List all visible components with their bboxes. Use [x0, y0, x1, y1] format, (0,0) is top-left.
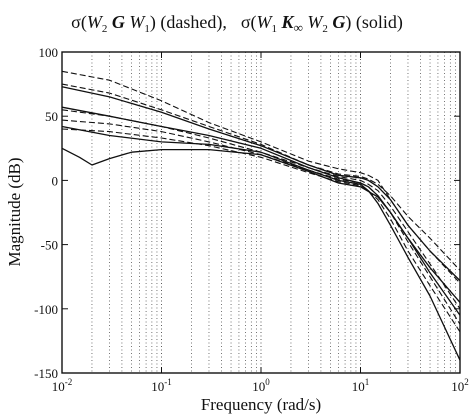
title-w2b: W	[303, 12, 325, 32]
title-w1: W	[129, 12, 146, 32]
dashed-series-line-5	[61, 128, 461, 333]
dashed-series-line-2	[61, 83, 461, 271]
title-g: G	[107, 12, 129, 32]
title-w1-sub: 1	[144, 23, 150, 35]
solid-series-line-6	[61, 86, 461, 282]
y-tick-label: 0	[52, 173, 59, 188]
x-tick-label: 10-2	[52, 377, 73, 394]
solid-series-line-8	[61, 125, 461, 361]
title-dashed-label: (dashed),	[156, 12, 227, 33]
x-tick-label: 102	[451, 377, 469, 394]
title-close-1: )	[150, 12, 156, 33]
title-w2: W	[87, 12, 104, 32]
x-axis-label: Frequency (rad/s)	[201, 395, 321, 414]
svg-text:σ(W2 G W1) (dashed),σ(W1 K∞ W2: σ(W2 G W1) (dashed), σ(W1 K∞ W2 G) (solid…	[71, 12, 403, 35]
y-tick-label: -150	[34, 366, 58, 381]
dashed-series-line-1	[61, 70, 461, 284]
title-solid-label: (solid)	[351, 12, 403, 33]
title-close-2: )	[345, 12, 351, 33]
title-w2-sub: 2	[102, 23, 108, 35]
y-tick-label: 50	[45, 109, 58, 124]
x-tick-label: 100	[252, 377, 270, 394]
chart-title: σ(W2 G W1) (dashed), σ(W1 K∞ W2 G) (solid…	[71, 12, 403, 35]
title-g2: G	[328, 12, 346, 32]
grid	[91, 52, 456, 373]
series-group	[61, 70, 461, 361]
y-axis-label: Magnitude (dB)	[5, 157, 24, 266]
x-tick-label: 101	[352, 377, 370, 394]
title-sigma-2: σ(	[241, 12, 257, 33]
title-k-sub: ∞	[294, 20, 303, 35]
title-w1b: W	[257, 12, 274, 32]
y-tick-label: -100	[34, 302, 58, 317]
solid-series-line-9	[61, 147, 461, 316]
y-tick-label: 100	[39, 45, 59, 60]
x-tick-label: 10-1	[151, 377, 172, 394]
title-sigma-1: σ(	[71, 12, 87, 33]
y-tick-label: -50	[41, 238, 58, 253]
title-k: K	[277, 12, 296, 32]
title-w2b-sub: 2	[322, 23, 328, 35]
dashed-series-line-4	[61, 119, 461, 325]
title-w1b-sub: 1	[272, 23, 278, 35]
